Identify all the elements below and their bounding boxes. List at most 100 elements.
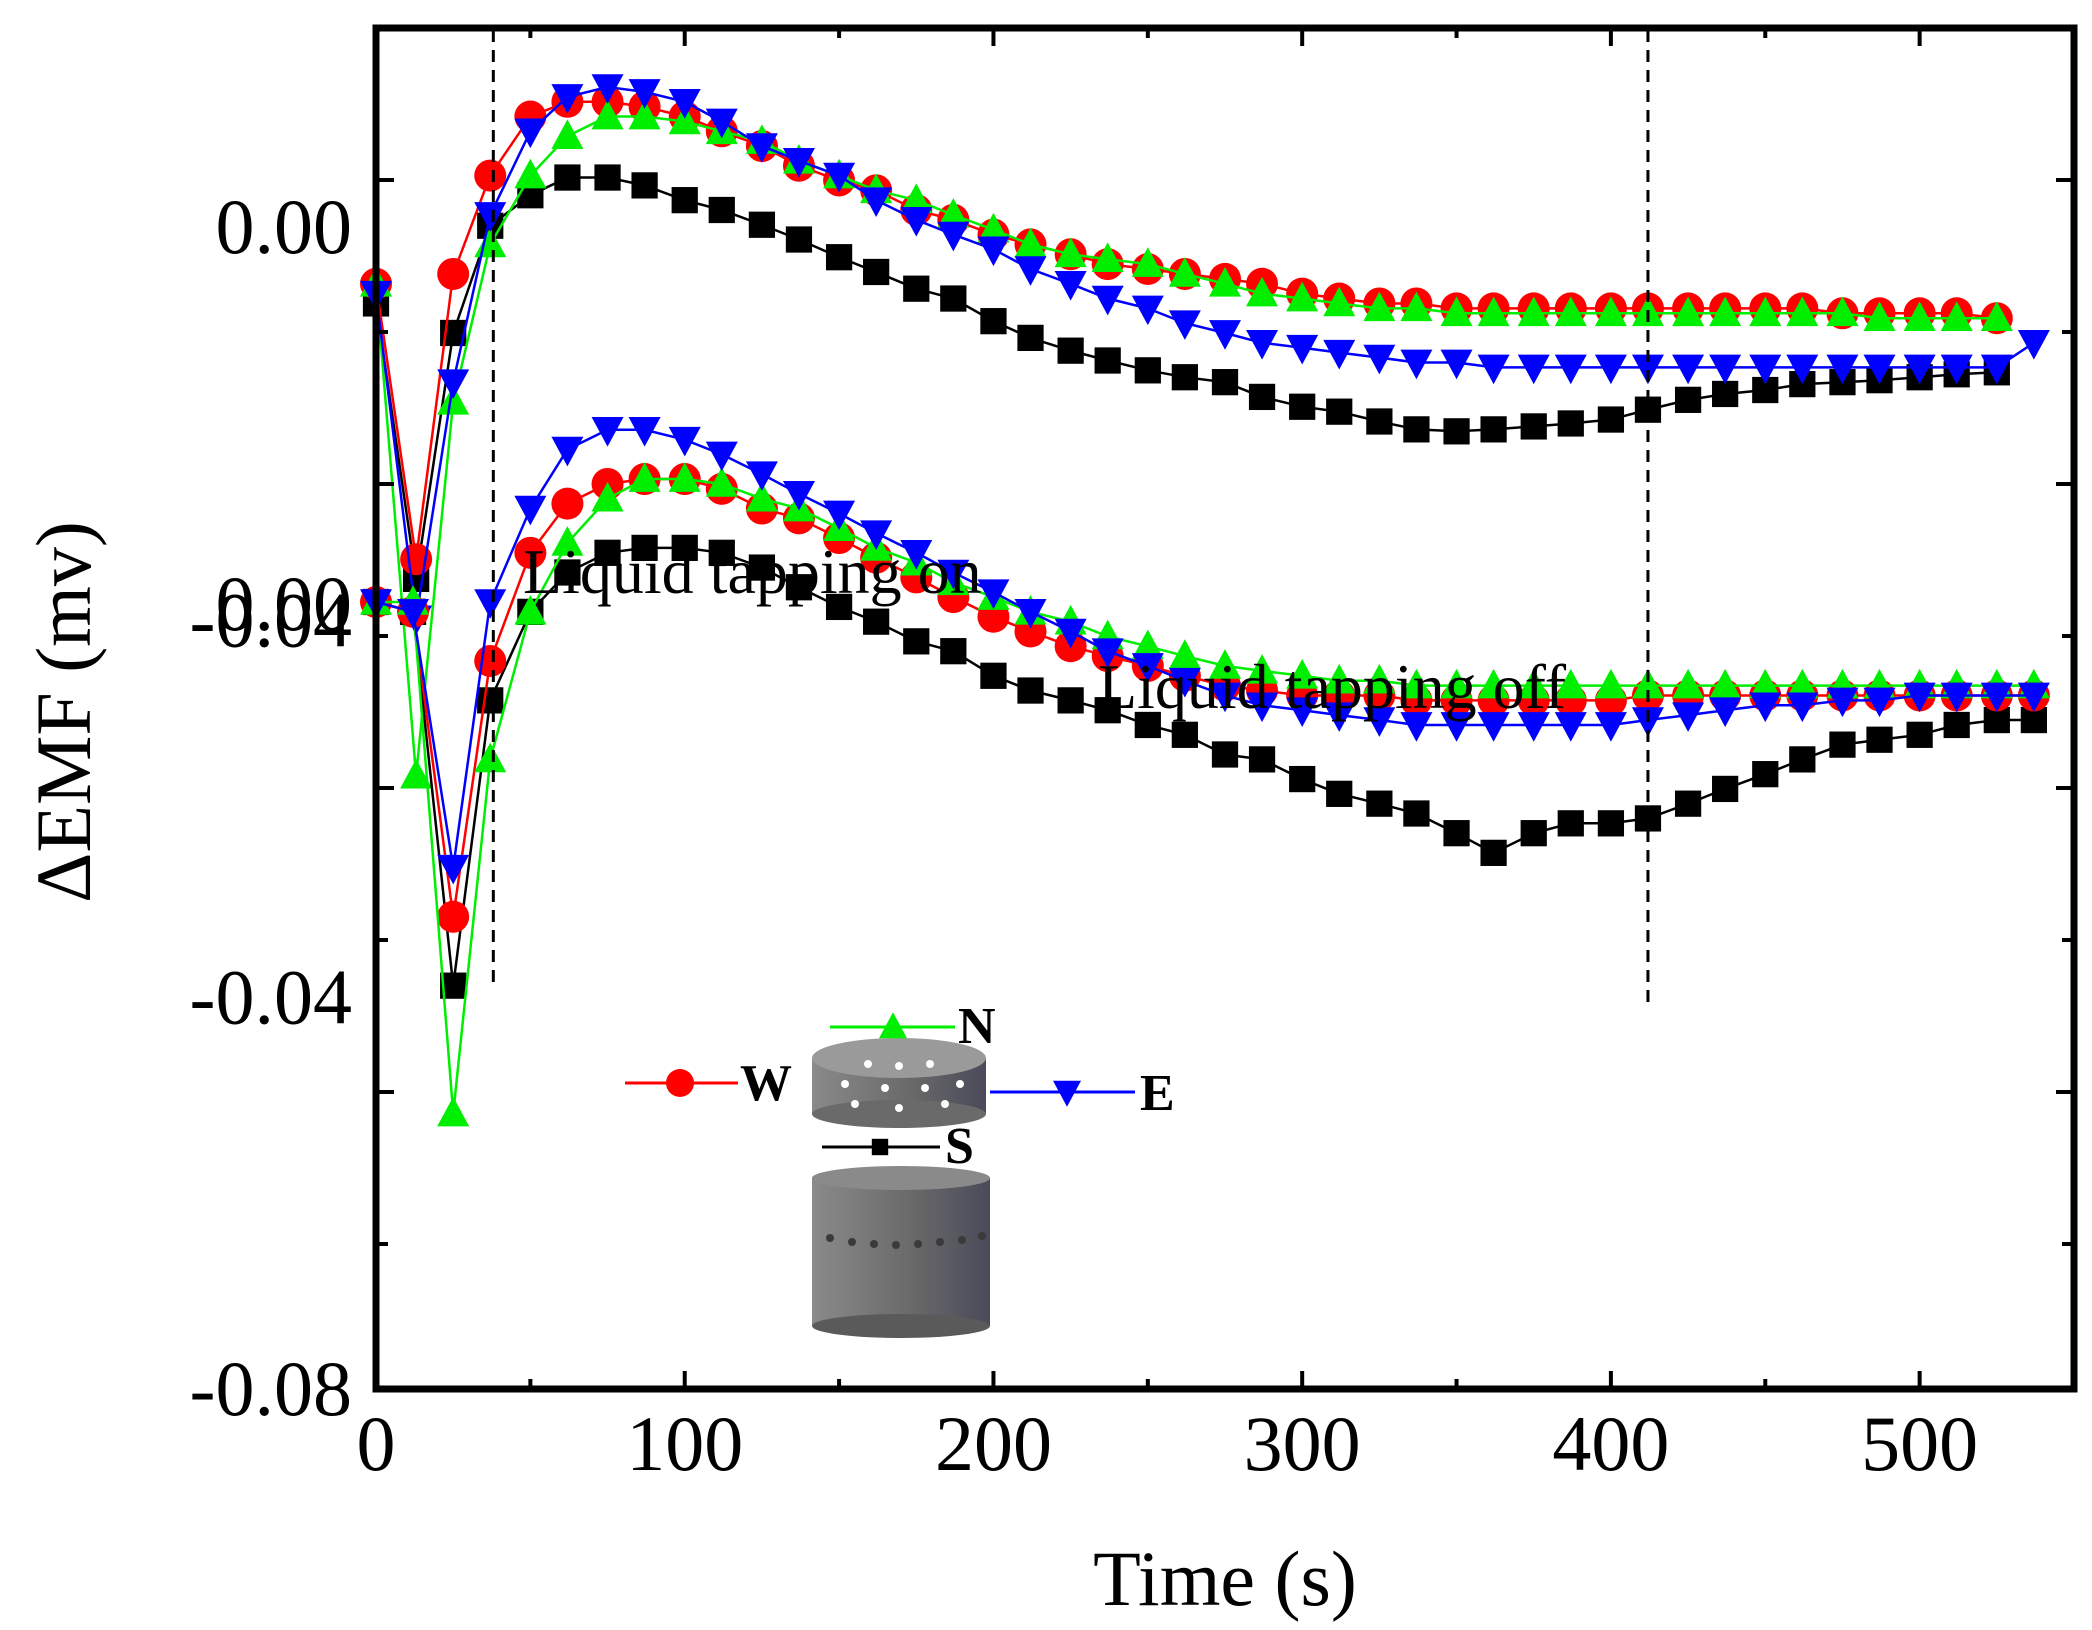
data-point-upper-N <box>977 212 1010 243</box>
data-point-upper-E <box>860 187 893 217</box>
data-point-upper-N <box>1400 291 1433 322</box>
data-point-upper-E <box>1054 270 1087 301</box>
data-point-lower-E <box>1091 638 1124 668</box>
data-point-lower-N <box>1363 663 1396 694</box>
data-point-upper-N <box>1168 257 1201 287</box>
data-point-upper-E <box>2017 330 2050 360</box>
data-point-lower-N <box>1554 668 1587 699</box>
data-point-lower-E <box>1940 682 1973 713</box>
data-point-lower-S <box>1366 790 1393 817</box>
data-point-lower-S <box>903 628 930 655</box>
data-point-upper-S <box>1557 410 1584 437</box>
data-point-upper-E <box>1826 354 1859 385</box>
data-point-lower-N <box>1672 668 1705 699</box>
data-point-lower-E <box>705 441 738 472</box>
data-point-upper-E <box>591 74 624 104</box>
axis-ticks <box>374 26 2076 1391</box>
data-point-lower-S <box>980 662 1007 689</box>
data-point-lower-S <box>1789 746 1816 773</box>
data-point-upper-E <box>1672 354 1705 385</box>
data-point-lower-S <box>1403 800 1430 827</box>
data-point-upper-S <box>863 258 890 286</box>
data-point-lower-E <box>937 559 970 590</box>
legend-marker-W <box>666 1069 694 1097</box>
data-point-lower-S <box>671 534 698 562</box>
data-point-upper-S <box>1248 383 1276 411</box>
data-point-upper-N <box>1014 227 1047 258</box>
data-point-lower-E <box>1980 682 2013 713</box>
data-point-lower-W <box>437 900 470 933</box>
data-point-upper-E <box>437 369 470 399</box>
data-point-lower-E <box>1863 687 1896 718</box>
data-point-lower-E <box>1209 682 1241 713</box>
data-point-upper-N <box>937 198 970 228</box>
data-point-lower-S <box>940 638 967 665</box>
data-point-lower-N <box>1209 649 1241 679</box>
data-point-lower-N <box>437 1096 470 1127</box>
series-lower-S <box>362 534 2047 999</box>
y-tick-label-lower: 0.00 <box>216 560 353 647</box>
plot-frame <box>372 24 2078 1393</box>
data-point-lower-E <box>1014 599 1047 629</box>
data-point-upper-E <box>1594 354 1627 385</box>
x-tick-label: 400 <box>1552 1400 1669 1487</box>
x-tick-label: 100 <box>626 1400 743 1487</box>
data-point-upper-N <box>628 99 661 130</box>
data-point-lower-N <box>1400 668 1433 699</box>
data-point-lower-S <box>1480 839 1507 866</box>
data-point-lower-W <box>551 487 584 520</box>
legend-label-W: W <box>740 1055 792 1112</box>
data-point-lower-N <box>1594 668 1627 699</box>
data-point-upper-N <box>1323 286 1356 317</box>
data-point-upper-E <box>705 108 738 139</box>
plot-area <box>360 30 2050 1127</box>
data-point-upper-E <box>937 221 970 252</box>
data-point-lower-E <box>1054 618 1087 649</box>
y-tick-label-upper: 0.00 <box>216 183 353 270</box>
data-point-upper-S <box>1597 406 1625 433</box>
perforated-cylinder-icon <box>812 1038 990 1338</box>
data-point-lower-E <box>591 417 624 447</box>
data-point-upper-S <box>1403 416 1430 443</box>
data-point-lower-S <box>825 593 853 621</box>
data-point-lower-E <box>514 495 547 526</box>
data-point-upper-S <box>671 187 698 214</box>
data-point-lower-S <box>1752 761 1779 788</box>
data-point-lower-E <box>2017 682 2050 713</box>
data-point-upper-E <box>668 88 701 119</box>
data-point-upper-S <box>980 308 1007 335</box>
legend-item-E: E <box>990 1065 1175 1122</box>
data-point-upper-N <box>900 183 933 213</box>
x-tick-label: 300 <box>1244 1400 1361 1487</box>
data-point-upper-S <box>1520 413 1547 440</box>
data-point-upper-E <box>1209 320 1241 350</box>
x-axis-title: Time (s) <box>1093 1535 1357 1622</box>
data-point-upper-E <box>1168 310 1201 340</box>
data-point-upper-N <box>1672 296 1705 327</box>
data-point-lower-S <box>1829 731 1856 758</box>
data-point-upper-E <box>551 84 584 114</box>
data-point-lower-E <box>551 436 584 467</box>
data-point-lower-N <box>1749 668 1782 699</box>
data-point-upper-E <box>1980 354 2013 385</box>
data-point-upper-E <box>1631 354 1664 385</box>
data-point-upper-E <box>1286 334 1319 365</box>
data-point-upper-N <box>1594 296 1627 327</box>
data-point-lower-S <box>1597 810 1625 837</box>
data-point-upper-S <box>940 285 967 312</box>
y-tick-label-lower: -0.04 <box>190 954 352 1041</box>
data-point-lower-S <box>785 574 813 601</box>
data-point-upper-N <box>1940 301 1973 332</box>
data-point-lower-N <box>705 467 738 497</box>
data-point-upper-E <box>514 118 547 149</box>
data-point-upper-S <box>1171 364 1198 391</box>
data-point-upper-N <box>1517 296 1550 327</box>
y-tick-label-lower: -0.08 <box>190 1345 352 1432</box>
data-point-upper-N <box>1131 247 1164 277</box>
data-point-lower-S <box>594 539 621 566</box>
data-point-upper-S <box>708 196 735 224</box>
data-point-lower-E <box>474 589 507 619</box>
data-point-lower-N <box>1286 658 1319 689</box>
data-point-upper-S <box>903 275 930 302</box>
